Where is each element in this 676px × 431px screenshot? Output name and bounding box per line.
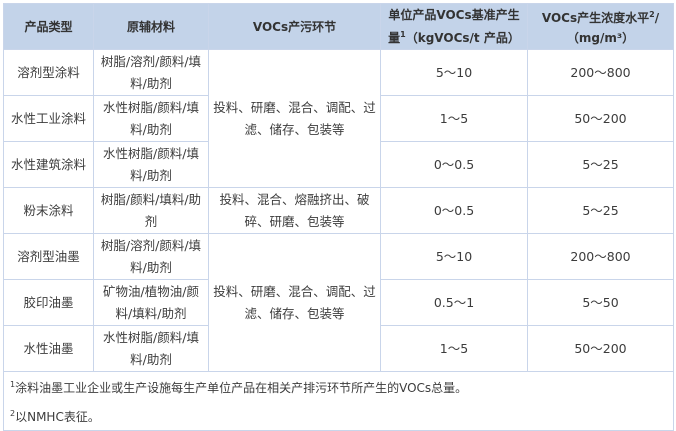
materials-cell: 树脂/颜料/填料/助剂 (93, 187, 209, 234)
product-type-cell: 水性油墨 (3, 325, 94, 372)
generation-cell: 0.5～1 (380, 279, 528, 326)
table-row: 溶剂型涂料 树脂/溶剂/颜料/填料/助剂 投料、研磨、混合、调配、过滤、储存、包装等… (3, 49, 674, 188)
header-row: 产品类型 原辅材料 VOCs产污环节 单位产品VOCs基准产生量1（kgVOCs… (3, 3, 674, 50)
table-row: 粉末涂料 树脂/颜料/填料/助剂 投料、混合、熔融挤出、破碎、研磨、包装等 0～0.5… (3, 187, 674, 234)
header-process: VOCs产污环节 (208, 3, 381, 50)
product-type-cell: 水性建筑涂料 (3, 141, 94, 188)
materials-cell: 矿物油/植物油/颜料/填料/助剂 (93, 279, 209, 326)
table-row: 水性建筑涂料 水性树脂/颜料/填料/助剂 0～0.5 5～25 (3, 141, 674, 188)
product-type-cell: 水性工业涂料 (3, 95, 94, 142)
process-cell: 投料、研磨、混合、调配、过滤、储存、包装等 (208, 233, 381, 372)
materials-cell: 水性树脂/颜料/填料/助剂 (93, 95, 209, 142)
concentration-cell: 5～25 (527, 141, 674, 188)
materials-cell: 树脂/溶剂/颜料/填料/助剂 (93, 49, 209, 96)
generation-cell: 5～10 (380, 233, 528, 280)
footnotes: 1涂料油墨工业企业或生产设施每生产单位产品在相关产排污环节所产生的VOCs总量。… (3, 371, 674, 431)
header-generation: 单位产品VOCs基准产生量1（kgVOCs/t 产品） (380, 3, 528, 50)
table-row: 水性油墨 水性树脂/颜料/填料/助剂 1～5 50～200 (3, 325, 674, 372)
generation-cell: 0～0.5 (380, 187, 528, 234)
concentration-cell: 50～200 (527, 325, 674, 372)
concentration-cell: 50～200 (527, 95, 674, 142)
materials-cell: 水性树脂/颜料/填料/助剂 (93, 325, 209, 372)
generation-cell: 5～10 (380, 49, 528, 96)
table-row: 溶剂型油墨 树脂/溶剂/颜料/填料/助剂 投料、研磨、混合、调配、过滤、储存、包装等… (3, 233, 674, 372)
process-cell: 投料、混合、熔融挤出、破碎、研磨、包装等 (208, 187, 381, 234)
product-type-cell: 溶剂型涂料 (3, 49, 94, 96)
process-cell: 投料、研磨、混合、调配、过滤、储存、包装等 (208, 49, 381, 188)
materials-cell: 水性树脂/颜料/填料/助剂 (93, 141, 209, 188)
product-type-cell: 溶剂型油墨 (3, 233, 94, 280)
table-row: 水性工业涂料 水性树脂/颜料/填料/助剂 1～5 50～200 (3, 95, 674, 142)
footnote-2: 2以NMHC表征。 (10, 409, 100, 424)
materials-cell: 树脂/溶剂/颜料/填料/助剂 (93, 233, 209, 280)
generation-cell: 1～5 (380, 95, 528, 142)
header-concentration: VOCs产生浓度水平2/（mg/m³） (527, 3, 674, 50)
concentration-cell: 200～800 (527, 233, 674, 280)
footnote-1: 1涂料油墨工业企业或生产设施每生产单位产品在相关产排污环节所产生的VOCs总量。 (10, 380, 468, 395)
concentration-cell: 200～800 (527, 49, 674, 96)
concentration-cell: 5～25 (527, 187, 674, 234)
product-type-cell: 粉末涂料 (3, 187, 94, 234)
product-type-cell: 胶印油墨 (3, 279, 94, 326)
concentration-cell: 5～50 (527, 279, 674, 326)
generation-cell: 0～0.5 (380, 141, 528, 188)
header-materials: 原辅材料 (93, 3, 209, 50)
header-product-type: 产品类型 (3, 3, 94, 50)
table-row: 胶印油墨 矿物油/植物油/颜料/填料/助剂 0.5～1 5～50 (3, 279, 674, 326)
vocs-table: 产品类型 原辅材料 VOCs产污环节 单位产品VOCs基准产生量1（kgVOCs… (3, 3, 674, 431)
generation-cell: 1～5 (380, 325, 528, 372)
